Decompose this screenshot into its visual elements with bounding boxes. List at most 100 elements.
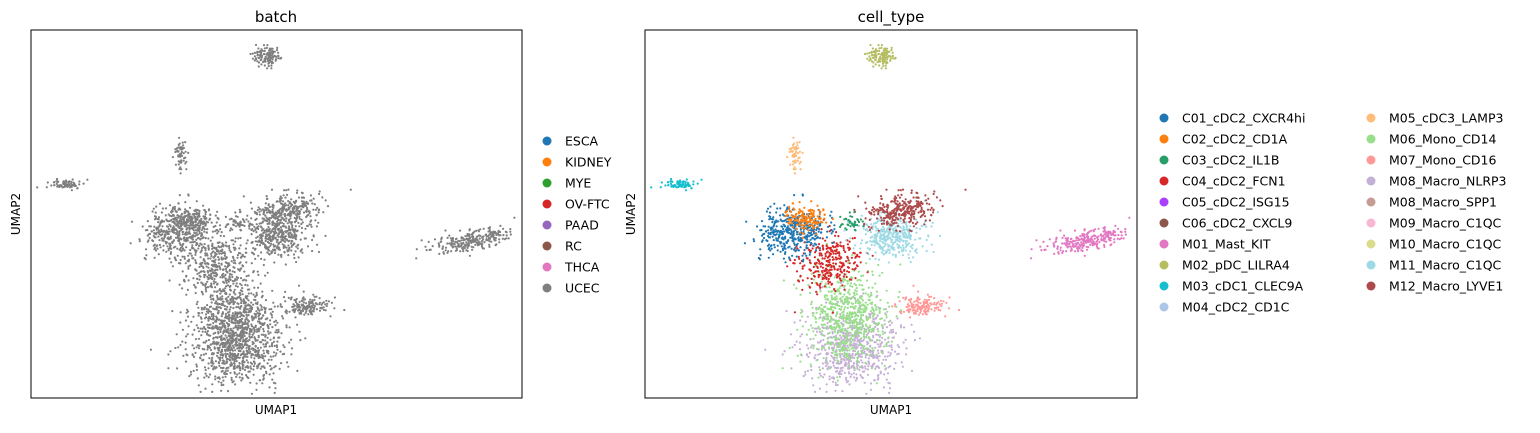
scatter-point [682, 180, 685, 183]
scatter-point [296, 369, 299, 372]
scatter-point [228, 316, 231, 319]
scatter-point [883, 373, 886, 376]
scatter-point [228, 246, 231, 250]
scatter-point [326, 205, 330, 208]
scatter-point [298, 308, 301, 311]
scatter-point [796, 144, 799, 147]
scatter-point [290, 211, 293, 214]
scatter-point [206, 348, 209, 351]
scatter-point [183, 210, 186, 213]
scatter-point [282, 194, 285, 197]
scatter-point [317, 211, 320, 214]
scatter-point [210, 364, 213, 367]
scatter-point [243, 278, 246, 281]
scatter-point [242, 339, 245, 342]
scatter-point [280, 255, 283, 258]
scatter-point [243, 334, 246, 338]
scatter-point [226, 305, 229, 308]
scatter-point [442, 245, 445, 248]
scatter-point [287, 296, 290, 299]
scatter-point [309, 215, 312, 218]
scatter-point [1117, 234, 1120, 237]
scatter-point [302, 211, 306, 214]
scatter-point [251, 340, 254, 343]
scatter-point [239, 228, 242, 231]
scatter-point [428, 248, 431, 251]
scatter-point [271, 378, 274, 381]
scatter-point [809, 346, 813, 349]
scatter-point [214, 331, 217, 334]
scatter-point [181, 287, 184, 290]
scatter-point [295, 213, 298, 217]
scatter-point [220, 381, 223, 384]
scatter-point [164, 207, 168, 210]
scatter-point [316, 243, 319, 246]
scatter-point [237, 326, 240, 329]
scatter-point [153, 232, 156, 235]
scatter-point [250, 307, 253, 310]
scatter-point [243, 331, 246, 334]
scatter-point [261, 382, 264, 385]
scatter-point [167, 220, 170, 223]
scatter-point [177, 163, 180, 166]
scatter-point [194, 220, 197, 223]
scatter-point [495, 243, 498, 246]
scatter-point [250, 292, 253, 295]
scatter-point [235, 225, 238, 228]
scatter-point [841, 369, 844, 372]
scatter-point [460, 236, 463, 239]
scatter-point [678, 183, 681, 186]
scatter-point [280, 305, 283, 308]
scatter-point [916, 309, 919, 313]
scatter-point [167, 367, 170, 370]
scatter-point [251, 52, 254, 55]
scatter-point [876, 365, 880, 368]
scatter-point [241, 346, 244, 350]
scatter-point [878, 57, 881, 61]
scatter-point [447, 250, 450, 253]
scatter-point [293, 202, 296, 205]
scatter-point [239, 294, 242, 297]
scatter-point [212, 264, 216, 267]
scatter-point [876, 378, 879, 381]
scatter-point [444, 246, 448, 249]
scatter-point [886, 355, 889, 358]
scatter-point [242, 361, 245, 364]
scatter-point [287, 229, 290, 232]
scatter-point [164, 230, 167, 234]
scatter-point [253, 55, 256, 58]
scatter-point [222, 379, 225, 382]
scatter-point [225, 348, 228, 351]
scatter-point [288, 341, 291, 344]
scatter-point [276, 348, 279, 351]
scatter-point [226, 300, 229, 303]
scatter-point [223, 254, 226, 257]
scatter-point [262, 60, 265, 63]
scatter-point [270, 358, 273, 361]
scatter-point [195, 303, 198, 306]
scatter-point [215, 221, 218, 224]
scatter-point [257, 365, 260, 368]
scatter-point [217, 318, 220, 321]
scatter-point [248, 222, 251, 226]
scatter-point [177, 234, 180, 237]
scatter-point [260, 48, 263, 51]
scatter-point [295, 219, 298, 222]
scatter-point [280, 362, 283, 365]
scatter-point [848, 383, 851, 386]
scatter-point [260, 251, 263, 254]
scatter-point [258, 244, 262, 247]
scatter-point [1097, 235, 1100, 238]
scatter-point [213, 290, 216, 293]
scatter-point [891, 305, 894, 308]
scatter-point [876, 314, 879, 317]
scatter-point [183, 255, 186, 258]
scatter-point [232, 291, 235, 294]
scatter-point [247, 311, 250, 314]
scatter-point [300, 205, 303, 208]
scatter-point [270, 308, 273, 311]
scatter-point [46, 181, 49, 184]
scatter-point [863, 365, 867, 368]
scatter-point [231, 270, 234, 273]
